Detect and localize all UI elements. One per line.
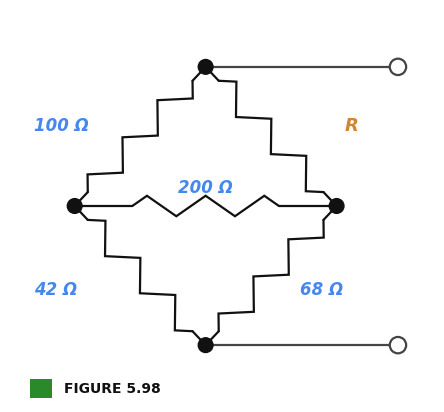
Circle shape [390, 59, 406, 75]
Text: FIGURE 5.98: FIGURE 5.98 [64, 382, 161, 396]
Circle shape [198, 59, 213, 74]
Circle shape [390, 337, 406, 353]
Text: 42 Ω: 42 Ω [34, 281, 77, 299]
Circle shape [198, 338, 213, 353]
Circle shape [329, 199, 344, 213]
Text: R: R [345, 117, 359, 135]
Text: 200 Ω: 200 Ω [178, 178, 233, 197]
Text: 68 Ω: 68 Ω [300, 281, 343, 299]
Text: 100 Ω: 100 Ω [34, 117, 88, 135]
Circle shape [67, 199, 82, 213]
FancyBboxPatch shape [30, 379, 52, 398]
